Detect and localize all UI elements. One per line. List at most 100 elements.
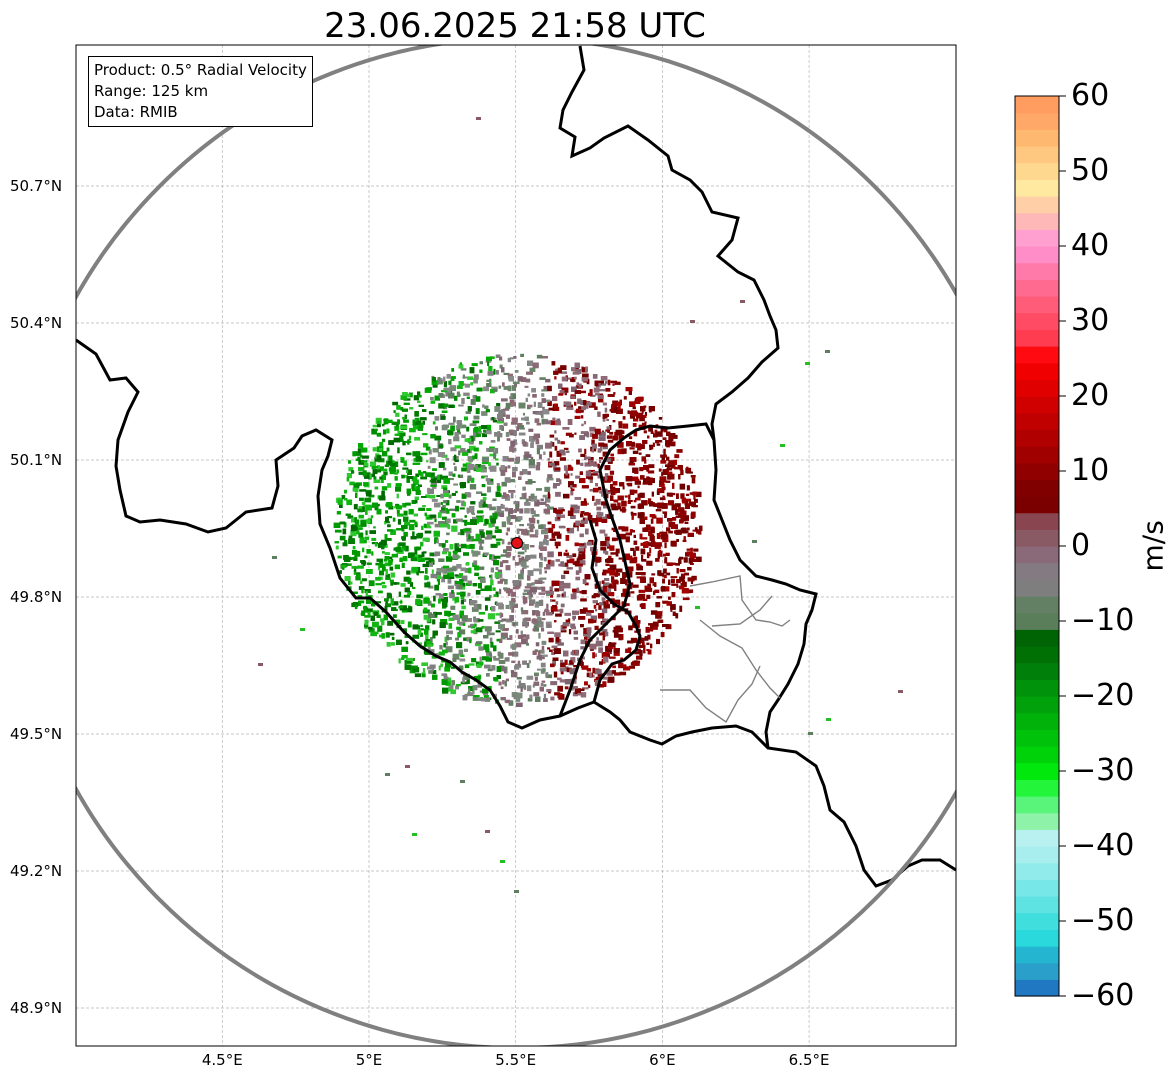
- radar-echo-pixel: [601, 608, 608, 614]
- radar-echo-pixel: [525, 397, 528, 402]
- radar-echo-pixel: [337, 555, 342, 559]
- radar-echo-pixel: [360, 454, 363, 458]
- radar-echo-pixel: [541, 586, 546, 592]
- radar-echo-pixel: [574, 688, 581, 694]
- radar-echo-pixel: [549, 649, 553, 652]
- radar-echo-pixel: [632, 406, 636, 410]
- radar-echo-pixel: [532, 362, 539, 369]
- radar-echo-pixel: [497, 417, 504, 423]
- radar-echo-pixel: [552, 417, 556, 421]
- radar-echo-pixel: [368, 494, 375, 498]
- radar-echo-pixel: [483, 429, 486, 433]
- radar-echo-pixel: [430, 573, 437, 579]
- radar-echo-pixel: [400, 620, 405, 624]
- radar-echo-pixel: [457, 474, 460, 478]
- radar-echo-pixel: [685, 505, 690, 509]
- radar-echo-pixel: [369, 473, 372, 479]
- radar-echo-pixel: [686, 485, 690, 491]
- radar-echo-pixel: [383, 429, 387, 435]
- radar-echo-pixel: [504, 507, 508, 512]
- radar-echo-pixel: [339, 535, 346, 541]
- radar-echo-pixel: [533, 568, 539, 572]
- radar-echo-pixel: [506, 618, 513, 623]
- radar-echo-pixel: [666, 467, 672, 471]
- radar-echo-pixel: [371, 551, 374, 556]
- radar-echo-pixel: [461, 452, 469, 456]
- radar-echo-pixel: [403, 402, 410, 405]
- radar-echo-pixel: [544, 610, 550, 613]
- radar-echo-pixel: [422, 563, 430, 568]
- radar-echo-pixel: [402, 416, 406, 420]
- radar-echo-pixel: [513, 356, 517, 359]
- radar-echo-pixel: [659, 483, 665, 487]
- radar-echo-pixel: [632, 662, 640, 666]
- radar-echo-pixel: [469, 506, 473, 511]
- radar-echo-pixel: [426, 517, 434, 520]
- radar-echo-pixel: [530, 508, 535, 512]
- radar-echo-pixel: [373, 476, 377, 480]
- radar-echo-pixel: [649, 577, 654, 584]
- radar-echo-pixel: [544, 534, 549, 540]
- radar-echo-pixel: [588, 469, 596, 473]
- radar-echo-pixel: [360, 519, 367, 523]
- radar-echo-pixel: [387, 483, 392, 488]
- radar-echo-pixel: [619, 671, 627, 676]
- radar-echo-pixel: [623, 666, 631, 671]
- radar-echo-pixel: [584, 448, 587, 455]
- radar-echo-pixel: [470, 382, 473, 386]
- radar-echo-pixel: [417, 571, 425, 574]
- radar-echo-pixel: [528, 428, 534, 432]
- radar-echo-pixel: [543, 684, 547, 687]
- radar-echo-pixel: [397, 543, 400, 549]
- radar-echo-pixel: [470, 477, 475, 483]
- radar-echo-pixel: [360, 580, 363, 584]
- radar-echo-pixel: [415, 546, 422, 550]
- radar-echo-pixel: [479, 656, 482, 662]
- radar-echo-pixel: [462, 376, 468, 379]
- radar-echo-pixel: [507, 373, 513, 377]
- radar-echo-pixel: [599, 632, 605, 636]
- radar-echo-pixel: [500, 465, 505, 470]
- radar-echo-pixel: [522, 546, 525, 550]
- radar-echo-pixel: [574, 497, 582, 500]
- radar-echo-pixel: [431, 498, 438, 502]
- radar-echo-pixel: [418, 404, 424, 407]
- radar-echo-pixel: [366, 601, 372, 604]
- radar-echo-pixel: [597, 591, 605, 596]
- radar-echo-pixel: [584, 582, 589, 586]
- radar-echo-pixel: [669, 433, 676, 437]
- radar-echo-pixel: [549, 586, 553, 593]
- radar-echo-pixel: [646, 560, 653, 566]
- radar-echo-pixel: [557, 367, 562, 374]
- radar-echo-pixel: [512, 471, 516, 478]
- radar-echo-pixel: [549, 538, 556, 541]
- radar-echo-pixel: [540, 546, 547, 551]
- radar-echo-pixel: [609, 431, 614, 435]
- radar-echo-pixel: [607, 592, 615, 597]
- radar-echo-pixel: [526, 675, 534, 680]
- radar-echo-pixel: [451, 368, 455, 372]
- radar-echo-pixel: [656, 596, 662, 599]
- radar-echo-pixel: [659, 480, 665, 486]
- radar-echo-pixel: [491, 665, 496, 671]
- radar-echo-pixel: [415, 473, 419, 477]
- radar-echo-pixel: [486, 379, 492, 382]
- radar-echo-pixel: [480, 588, 487, 591]
- radar-echo-pixel: [454, 466, 457, 472]
- radar-echo-pixel: [527, 570, 534, 576]
- radar-echo-pixel: [394, 472, 398, 475]
- radar-echo-pixel: [400, 557, 404, 561]
- radar-echo-pixel: [529, 534, 537, 538]
- radar-echo-pixel: [348, 538, 355, 544]
- radar-echo-pixel: [503, 628, 509, 631]
- radar-echo-pixel: [622, 423, 629, 429]
- radar-echo-pixel: [562, 427, 570, 430]
- radar-echo-pixel: [499, 665, 505, 672]
- radar-echo-pixel: [497, 413, 503, 419]
- radar-echo-pixel: [598, 431, 606, 437]
- radar-echo-pixel: [448, 422, 455, 425]
- radar-echo-pixel: [598, 380, 604, 386]
- radar-echo-pixel: [671, 578, 675, 584]
- radar-echo-pixel: [498, 652, 504, 659]
- radar-echo-pixel: [539, 377, 546, 380]
